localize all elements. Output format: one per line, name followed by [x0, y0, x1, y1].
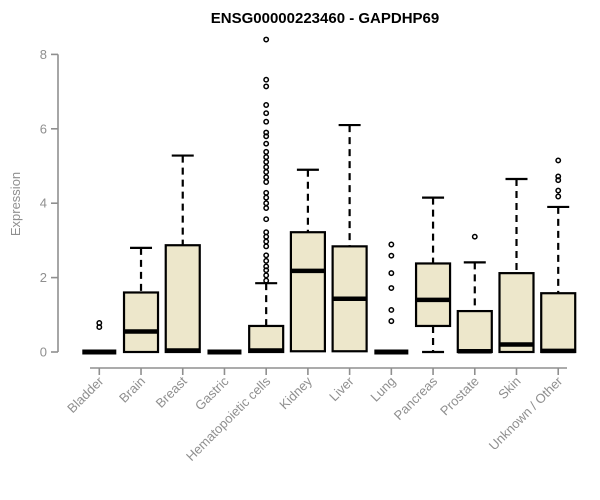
- x-tick-label-pancreas: Pancreas: [391, 373, 441, 423]
- x-tick-label-skin: Skin: [495, 374, 523, 402]
- outlier-hematopoietic-cells-19: [263, 158, 270, 165]
- x-tick-label-brain: Brain: [116, 374, 148, 406]
- outlier-unknown-other-1: [555, 187, 562, 194]
- box-prostate: [456, 309, 493, 354]
- outlier-hematopoietic-cells-16: [263, 174, 270, 181]
- x-tick-label-lung: Lung: [367, 374, 398, 405]
- collapsed-box-gastric: [207, 349, 242, 355]
- outlier-hematopoietic-cells-18: [263, 164, 270, 171]
- outlier-hematopoietic-cells-10: [263, 216, 270, 223]
- outlier-lung-1: [388, 307, 395, 313]
- outlier-hematopoietic-cells-26: [263, 110, 270, 117]
- box-kidney: [289, 231, 326, 353]
- y-tick-label-2: 2: [40, 270, 47, 285]
- outlier-lung-3: [388, 270, 395, 277]
- outlier-hematopoietic-cells-25: [263, 118, 270, 125]
- outlier-hematopoietic-cells-3: [263, 263, 270, 270]
- chart-title: ENSG00000223460 - GAPDHP69: [211, 10, 439, 27]
- y-axis-label: Expression: [8, 172, 23, 236]
- box-hematopoietic-cells: [248, 324, 285, 354]
- x-tick-label-kidney: Kidney: [276, 373, 315, 412]
- x-tick-label-breast: Breast: [153, 373, 190, 410]
- outlier-hematopoietic-cells-20: [263, 154, 270, 161]
- outlier-hematopoietic-cells-1: [263, 272, 270, 279]
- y-tick-label-0: 0: [40, 345, 47, 360]
- outlier-hematopoietic-cells-6: [263, 243, 270, 250]
- collapsed-box-lung: [374, 349, 409, 355]
- y-tick-label-6: 6: [40, 121, 47, 136]
- outlier-hematopoietic-cells-13: [263, 194, 270, 201]
- outlier-lung-4: [388, 252, 395, 259]
- outlier-hematopoietic-cells-12: [263, 200, 270, 207]
- box-unknown-other: [540, 292, 577, 354]
- outlier-hematopoietic-cells-30: [263, 36, 270, 43]
- outlier-prostate-0: [471, 233, 478, 240]
- outlier-hematopoietic-cells-0: [263, 277, 270, 284]
- outlier-hematopoietic-cells-22: [263, 140, 270, 147]
- outlier-hematopoietic-cells-5: [263, 252, 270, 259]
- outlier-hematopoietic-cells-9: [263, 229, 270, 236]
- collapsed-box-bladder: [82, 349, 117, 355]
- box-skin: [498, 272, 535, 354]
- outlier-unknown-other-3: [555, 173, 562, 180]
- box-breast: [164, 244, 201, 354]
- outlier-hematopoietic-cells-14: [263, 189, 270, 196]
- outlier-hematopoietic-cells-29: [263, 76, 270, 83]
- outlier-lung-0: [388, 318, 395, 325]
- x-tick-label-liver: Liver: [326, 373, 357, 404]
- outlier-hematopoietic-cells-27: [263, 102, 270, 108]
- x-tick-label-bladder: Bladder: [64, 373, 107, 416]
- outlier-hematopoietic-cells-4: [263, 257, 270, 264]
- outlier-hematopoietic-cells-28: [263, 83, 270, 90]
- outlier-hematopoietic-cells-21: [263, 148, 270, 155]
- outlier-hematopoietic-cells-11: [263, 205, 270, 211]
- box-pancreas: [414, 262, 452, 328]
- x-tick-label-prostate: Prostate: [437, 374, 482, 419]
- outlier-unknown-other-4: [555, 157, 562, 164]
- x-tick-label-gastric: Gastric: [192, 373, 232, 413]
- x-tick-label-unknown-other: Unknown / Other: [486, 373, 566, 453]
- box-brain: [122, 291, 160, 354]
- outlier-lung-2: [388, 285, 395, 291]
- outlier-hematopoietic-cells-15: [263, 179, 270, 185]
- outlier-unknown-other-0: [555, 193, 562, 200]
- y-tick-label-4: 4: [40, 196, 47, 211]
- outlier-hematopoietic-cells-7: [263, 238, 270, 245]
- outlier-bladder-1: [96, 320, 103, 326]
- outlier-hematopoietic-cells-24: [263, 129, 270, 136]
- outlier-lung-5: [388, 241, 395, 248]
- y-tick-label-8: 8: [40, 47, 47, 62]
- outlier-hematopoietic-cells-17: [263, 169, 270, 175]
